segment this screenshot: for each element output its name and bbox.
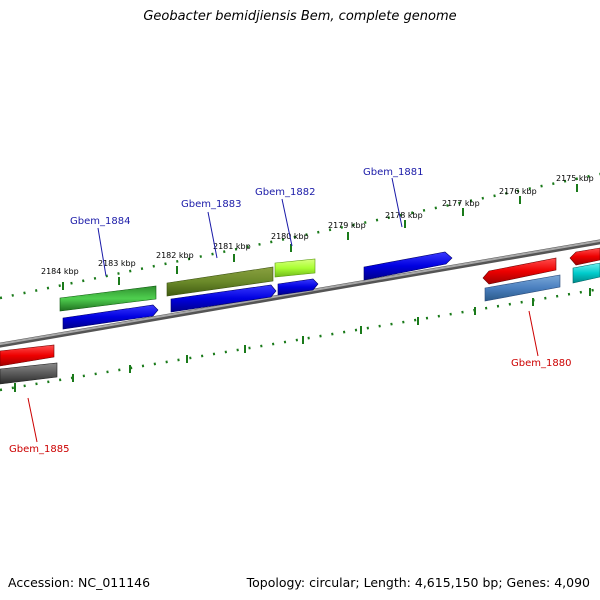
tick-label-2175: 2175 kbp: [556, 174, 594, 183]
gene-label-gbem-1881: Gbem_1881: [363, 167, 423, 178]
tick-label-2177: 2177 kbp: [442, 199, 480, 208]
tick-label-2179: 2179 kbp: [328, 221, 366, 230]
gene-arrow-gbem-1884: [62, 304, 159, 330]
cog-track: [0, 258, 600, 385]
gene-arrow-right: [569, 247, 600, 266]
tick-label-2178: 2178 kbp: [385, 211, 423, 220]
gene-arrow-gbem-1880: [482, 257, 557, 285]
tick-label-2181: 2181 kbp: [213, 242, 251, 251]
accession-text: Accession: NC_011146: [8, 575, 151, 590]
gene-label-gbem-1884: Gbem_1884: [70, 216, 130, 227]
gene-arrows: [0, 247, 600, 367]
cog-box-1883: [166, 266, 274, 297]
gene-label-gbem-1883: Gbem_1883: [181, 199, 241, 210]
gene-arrow-gbem-1881: [363, 251, 453, 281]
gene-arrow-gbem-1883: [170, 284, 277, 313]
cog-box-1882: [274, 258, 316, 278]
leader-gbem-1885: [27, 397, 38, 443]
leader-gbem-1881: [391, 177, 403, 228]
leader-gbem-1884: [97, 227, 107, 277]
gene-label-gbem-1885: Gbem_1885: [9, 444, 69, 455]
gene-label-gbem-1880: Gbem_1880: [511, 358, 571, 369]
genome-backbone: [0, 239, 600, 348]
leader-gbem-1883: [207, 211, 218, 259]
major-ticks: [62, 184, 578, 290]
leader-gbem-1880: [528, 310, 539, 357]
tick-label-2183: 2183 kbp: [98, 259, 136, 268]
leader-gbem-1882: [281, 198, 293, 247]
gene-arrow-gbem-1885: [0, 344, 55, 367]
cog-box-1880: [484, 274, 561, 302]
map-title: Geobacter bemidjiensis Bem, complete gen…: [143, 9, 457, 24]
tick-label-2184: 2184 kbp: [41, 267, 79, 276]
cog-box-1884: [59, 285, 157, 312]
cog-box-1885: [0, 362, 58, 385]
inner-major-ticks: [14, 288, 591, 392]
cog-box-right: [572, 262, 600, 284]
tick-label-2176: 2176 kbp: [499, 187, 537, 196]
tick-label-2182: 2182 kbp: [156, 251, 194, 260]
gene-label-gbem-1882: Gbem_1882: [255, 187, 315, 198]
genome-summary-text: Topology: circular; Length: 4,615,150 bp…: [246, 575, 590, 590]
gene-arrow-gbem-1882: [277, 278, 319, 296]
